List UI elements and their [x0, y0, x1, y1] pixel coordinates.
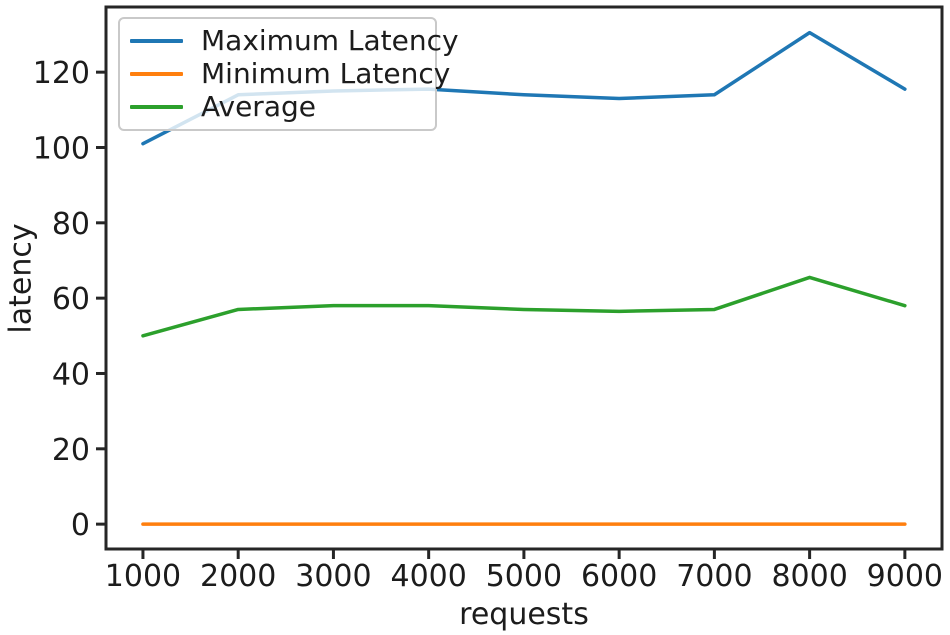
y-tick-label: 0: [71, 508, 90, 543]
x-axis-label: requests: [459, 597, 589, 632]
legend-label: Minimum Latency: [201, 56, 451, 90]
legend-line-swatch: [130, 105, 183, 110]
x-tick-label: 8000: [771, 559, 847, 594]
axes-frame: [104, 5, 944, 551]
legend-line-swatch: [130, 71, 183, 76]
legend-item-maximum-latency: Maximum Latency: [128, 26, 459, 55]
y-tick-label: 40: [52, 357, 90, 392]
x-tick-label: 4000: [390, 559, 466, 594]
x-tick-label: 1000: [105, 559, 181, 594]
x-tick-label: 5000: [486, 559, 562, 594]
legend: Maximum Latency Minimum Latency Average: [118, 17, 459, 131]
x-tick-label: 6000: [581, 559, 657, 594]
x-tick-label: 2000: [200, 559, 276, 594]
y-axis-label-wrap: latency: [2, 0, 40, 556]
y-tick-label: 20: [52, 433, 90, 468]
y-tick-label: 80: [52, 207, 90, 242]
series-line-average: [141, 275, 907, 338]
legend-line-swatch: [130, 38, 183, 43]
x-tick-label: 3000: [295, 559, 371, 594]
legend-label: Maximum Latency: [201, 23, 459, 57]
y-tick-label: 60: [52, 282, 90, 317]
legend-label: Average: [201, 90, 316, 124]
y-axis-label: latency: [3, 222, 39, 334]
legend-item-average: Average: [128, 93, 427, 121]
x-tick-label: 9000: [867, 559, 943, 594]
legend-item-minimum-latency: Minimum Latency: [128, 59, 450, 88]
y-tick-label: 100: [33, 131, 90, 166]
y-tick-label: 120: [33, 56, 90, 91]
x-tick-label: 7000: [676, 559, 752, 594]
